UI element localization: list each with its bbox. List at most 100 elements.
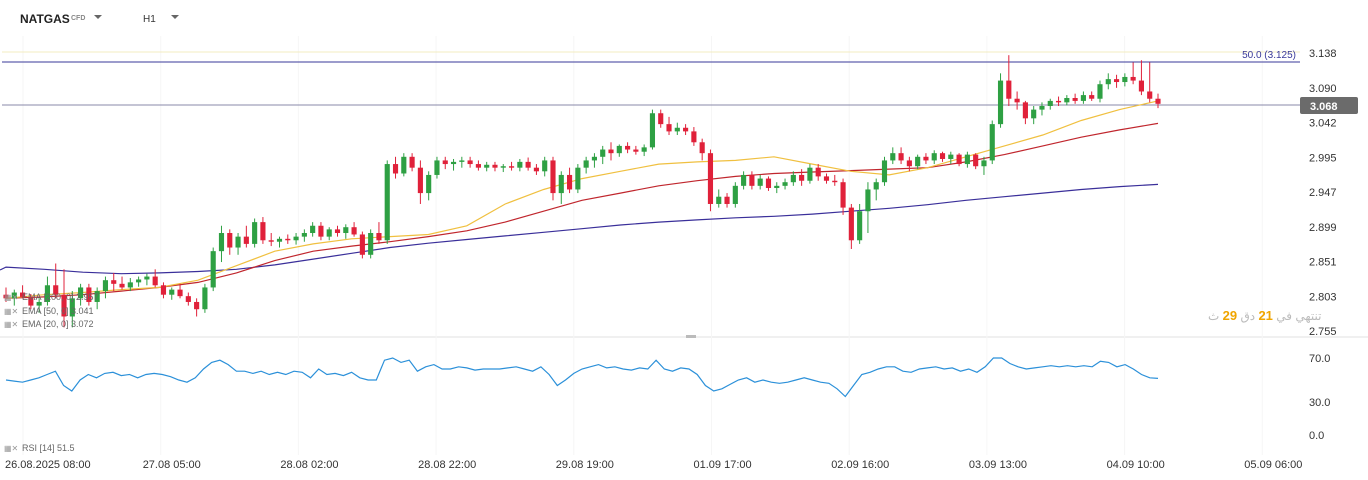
price-tick: 3.090 [1309, 83, 1337, 95]
candle-down [227, 233, 233, 248]
indicator-settings-icon[interactable]: ▦✕ [4, 320, 19, 329]
candle-up [600, 149, 606, 157]
candle-down [268, 240, 274, 242]
candle-down [475, 164, 481, 168]
price-tick: 2.899 [1309, 222, 1337, 234]
candle-up [641, 147, 647, 152]
candle-down [691, 131, 697, 143]
time-tick: 28.08 02:00 [280, 459, 338, 471]
candle-up [78, 287, 84, 299]
candle-up [649, 113, 656, 148]
instrument-symbol[interactable]: NATGAS [20, 12, 70, 26]
legend-ema50-text: EMA [50, 0] 3.041 [22, 306, 94, 316]
countdown-prefix: تنتهي في [1276, 309, 1322, 323]
price-tick: 2.995 [1309, 152, 1337, 164]
candle-down [1138, 80, 1144, 92]
price-tick: 2.803 [1309, 291, 1337, 303]
candle-down [666, 124, 672, 132]
candle-down [550, 160, 556, 194]
candle-up [127, 282, 133, 288]
candle-up [36, 301, 42, 306]
candle-up [881, 160, 888, 183]
rsi-tick: 30.0 [1309, 397, 1330, 409]
candle-up [210, 251, 216, 288]
time-axis: 26.08.2025 08:00 27.08 05:00 28.08 02:00 28… [5, 459, 1302, 471]
candle-up [500, 166, 506, 168]
candle-up [218, 233, 225, 252]
candle-down [111, 280, 117, 284]
instrument-dropdown-icon[interactable] [94, 15, 102, 19]
time-tick: 28.08 22:00 [418, 459, 476, 471]
candle-up [293, 236, 299, 241]
candle-up [169, 289, 175, 295]
candle-down [799, 174, 805, 181]
candle-up [981, 160, 987, 167]
time-tick: 26.08.2025 08:00 [5, 459, 91, 471]
candle-down [1006, 80, 1012, 99]
candle-up [484, 164, 490, 168]
candle-down [185, 296, 191, 302]
candle-up [931, 153, 937, 161]
rsi-tick: 0.0 [1309, 430, 1324, 442]
candle-up [575, 167, 581, 190]
candle-down [351, 227, 357, 235]
indicator-settings-icon[interactable]: ▦✕ [4, 293, 19, 302]
candle-up [732, 185, 738, 204]
time-tick: 03.09 13:00 [969, 459, 1027, 471]
candle-up [310, 225, 316, 234]
candle-down [334, 229, 341, 234]
price-tick: 2.947 [1309, 187, 1337, 199]
candle-up [1080, 95, 1086, 101]
candle-down [260, 222, 266, 241]
candle-down [566, 174, 573, 190]
candle-down [973, 154, 979, 167]
price-tick: 2.851 [1309, 257, 1337, 269]
price-tick: 3.138 [1309, 48, 1337, 60]
timeframe-dropdown-icon[interactable] [171, 15, 179, 19]
time-tick: 01.09 17:00 [694, 459, 752, 471]
rsi-line [5, 357, 1159, 398]
timeframe-selector[interactable]: H1 [143, 14, 156, 25]
candle-down [86, 287, 92, 302]
candle-down [840, 182, 846, 208]
legend-rsi[interactable]: ▦✕ RSI [14] 51.5 [4, 442, 75, 454]
candle-down [939, 153, 946, 159]
indicator-settings-icon[interactable]: ▦✕ [4, 307, 19, 316]
candle-up [873, 182, 879, 190]
candle-up [69, 298, 75, 317]
candle-down [3, 294, 9, 299]
legend-ema50[interactable]: ▦✕ EMA [50, 0] 3.041 [4, 305, 94, 317]
pane-resize-handle[interactable] [686, 335, 696, 338]
current-price-value: 3.068 [1310, 101, 1338, 113]
candle-down [525, 161, 531, 168]
candle-up [989, 124, 995, 161]
legend-ema200[interactable]: ▦✕ EMA [200, 0] 2.957 [4, 291, 99, 303]
candle-down [20, 292, 26, 297]
candle-up [948, 154, 954, 159]
candle-up [1039, 105, 1045, 110]
candle-down [152, 276, 158, 286]
time-grid [22, 36, 1263, 455]
candle-down [608, 149, 614, 154]
countdown-minutes: 21 [1258, 308, 1273, 323]
ema200-line [0, 183, 1159, 275]
time-tick: 27.08 05:00 [143, 459, 201, 471]
candle-up [1064, 98, 1070, 103]
candle-up [459, 160, 465, 162]
candle-down [119, 283, 125, 288]
legend-ema20[interactable]: ▦✕ EMA [20, 0] 3.072 [4, 318, 94, 330]
candle-down [906, 160, 912, 167]
candle-down [1089, 95, 1095, 99]
candle-up [1047, 100, 1053, 106]
time-tick: 04.09 10:00 [1107, 459, 1165, 471]
candle-down [765, 178, 772, 189]
indicator-settings-icon[interactable]: ▦✕ [4, 444, 19, 453]
candle-down [724, 196, 730, 204]
candle-down [633, 149, 639, 152]
candle-up [401, 156, 407, 174]
candle-up [757, 178, 763, 186]
candle-down [898, 153, 904, 161]
candle-up [102, 280, 109, 292]
candle-up [591, 156, 598, 161]
